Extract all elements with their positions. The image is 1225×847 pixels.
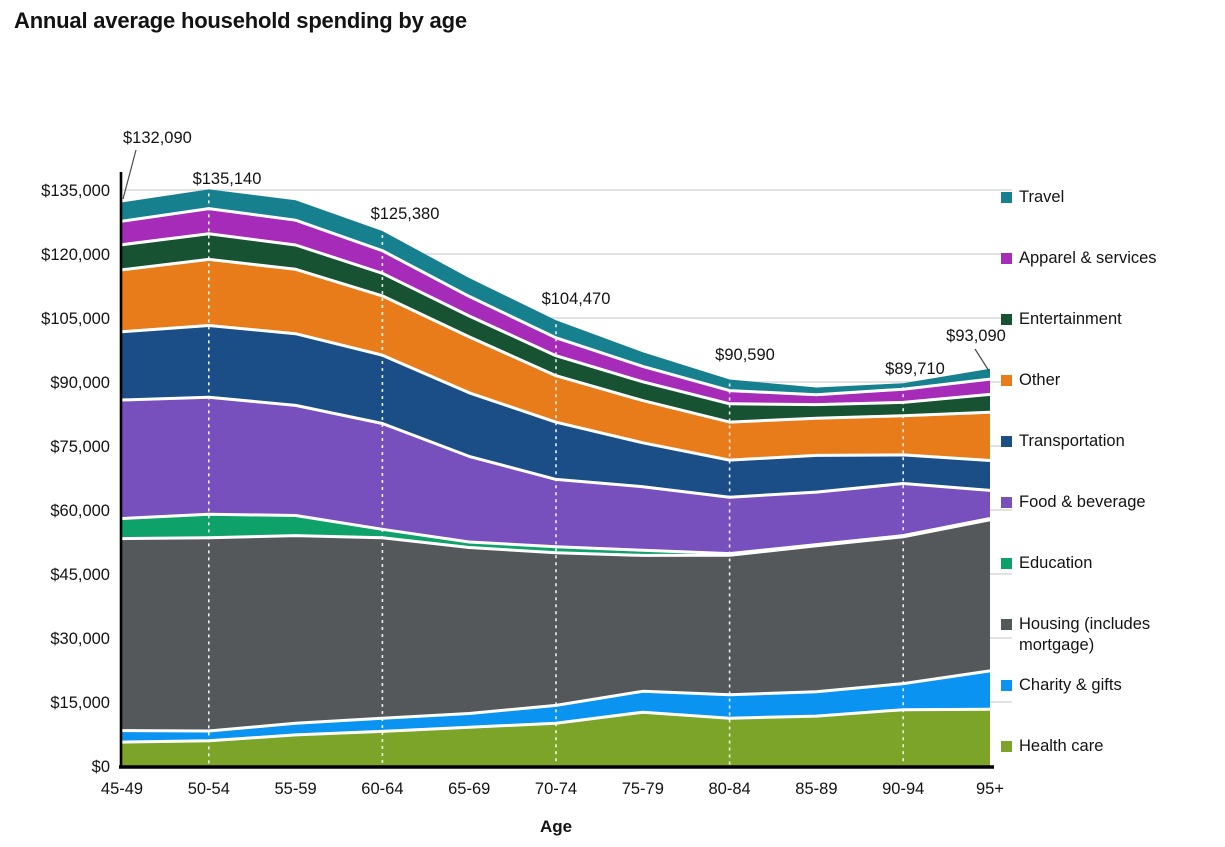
annotation-60-64: $125,380 [371, 205, 440, 223]
annotation-80-84: $90,590 [715, 346, 775, 364]
y-tick-label: $120,000 [41, 246, 110, 264]
band-education [122, 514, 990, 556]
annotation-95: $93,090 [946, 327, 1006, 345]
legend-label-charity-gifts: Charity & gifts [1019, 676, 1122, 694]
legend-label-transportation: Transportation [1019, 432, 1125, 450]
legend-item-education: Education [1001, 553, 1092, 574]
x-tick-label-90-94: 90-94 [882, 780, 924, 798]
band-other [122, 259, 990, 461]
legend-label-education: Education [1019, 554, 1093, 572]
y-tick-label: $45,000 [50, 566, 110, 584]
band-separator-line [121, 512, 991, 556]
band-food-beverage [122, 397, 990, 554]
legend-item-food-beverage: Food & beverage [1001, 492, 1146, 513]
x-tick-label-50-54: 50-54 [188, 780, 230, 798]
legend-swatch-entertainment [1001, 314, 1012, 325]
y-tick-label: $105,000 [41, 310, 110, 328]
x-tick-label-70-74: 70-74 [535, 780, 577, 798]
legend-item-apparel-services: Apparel & services [1001, 248, 1157, 269]
x-tick-label-45-49: 45-49 [101, 780, 143, 798]
legend-item-charity-gifts: Charity & gifts [1001, 675, 1122, 696]
y-tick-label: $75,000 [50, 438, 110, 456]
legend-item-travel: Travel [1001, 187, 1064, 208]
legend-label-travel: Travel [1019, 188, 1065, 206]
legend-swatch-education [1001, 558, 1012, 569]
total-annotations: $132,090 $135,140 $125,380 $104,470 $90,590 $… [122, 129, 1006, 378]
annotation-leader-95 [974, 348, 990, 372]
band-separator-line [121, 669, 991, 733]
legend-item-health-care: Health care [1001, 736, 1103, 757]
legend-item-transportation: Transportation [1001, 431, 1125, 452]
legend-label-entertainment: Entertainment [1019, 310, 1122, 328]
legend-label-health-care: Health care [1019, 737, 1104, 755]
annotation-45-49: $132,090 [123, 129, 192, 147]
x-tick-label-65-69: 65-69 [448, 780, 490, 798]
legend-label-other: Other [1019, 371, 1061, 389]
legend-label-food-beverage: Food & beverage [1019, 493, 1146, 511]
axes [119, 172, 994, 769]
x-tick-label-75-79: 75-79 [622, 780, 664, 798]
x-axis-tick-labels: 45-49 50-54 55-59 60-64 65-69 70-74 75-79 80-84… [101, 780, 1004, 798]
chart-title: Annual average household spending by age [14, 8, 467, 33]
legend-item-entertainment: Entertainment [1001, 309, 1122, 330]
y-tick-label: $15,000 [50, 694, 110, 712]
band-transportation [122, 325, 990, 498]
legend-item-housing-includes-mortgage: Housing (includes mortgage) [1001, 614, 1216, 656]
x-tick-label-55-59: 55-59 [274, 780, 316, 798]
y-tick-label: $135,000 [41, 182, 110, 200]
y-tick-label: $30,000 [50, 630, 110, 648]
legend-label-apparel-services: Apparel & services [1019, 249, 1157, 267]
y-tick-label: $90,000 [50, 374, 110, 392]
legend-swatch-housing-includes-mortgage [1001, 619, 1012, 630]
x-tick-label-60-64: 60-64 [361, 780, 403, 798]
legend-swatch-transportation [1001, 436, 1012, 447]
legend-swatch-travel [1001, 192, 1012, 203]
legend-item-other: Other [1001, 370, 1060, 391]
legend-swatch-apparel-services [1001, 253, 1012, 264]
band-separator-line [121, 232, 991, 407]
y-tick-label: $60,000 [50, 502, 110, 520]
x-tick-label-80-84: 80-84 [708, 780, 750, 798]
legend-swatch-food-beverage [1001, 497, 1012, 508]
x-axis-title: Age [540, 817, 572, 836]
annotation-leader-45-49 [122, 149, 137, 200]
stacked-bands [122, 189, 990, 766]
legend-label-housing-includes-mortgage: Housing (includes mortgage) [1019, 615, 1151, 654]
legend-swatch-other [1001, 375, 1012, 386]
dashed-category-guides [208, 193, 905, 765]
annotation-50-54: $135,140 [193, 170, 262, 188]
band-separator-line [121, 207, 991, 397]
y-axis-tick-labels: $0 $15,000 $30,000 $45,000 $60,000 $75,000 $90… [41, 182, 110, 776]
y-tick-label: $0 [92, 758, 110, 776]
band-separator-line [121, 324, 991, 462]
x-tick-label-95: 95+ [976, 780, 1004, 798]
annotation-70-74: $104,470 [542, 290, 611, 308]
legend-swatch-charity-gifts [1001, 680, 1012, 691]
x-tick-label-85-89: 85-89 [795, 780, 837, 798]
annotation-90-94: $89,710 [885, 360, 945, 378]
legend-swatch-health-care [1001, 741, 1012, 752]
band-entertainment [122, 233, 990, 423]
